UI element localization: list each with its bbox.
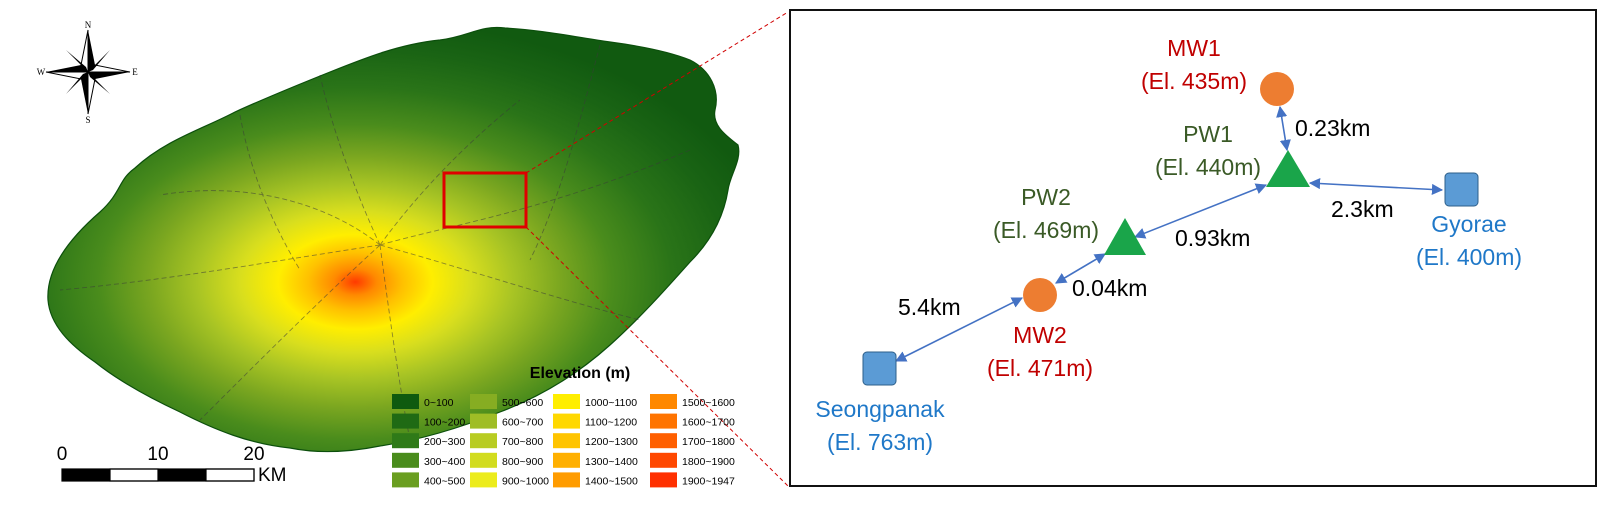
mw1-label: MW1 (El. 435m) [1141, 35, 1247, 94]
scale-tick-0: 0 [57, 444, 68, 465]
scale-tick-20: 20 [243, 444, 264, 465]
mw2-name: MW2 [1013, 322, 1067, 348]
gyorae-label: Gyorae (El. 400m) [1416, 211, 1522, 270]
link-mw2-pw2 [1055, 253, 1106, 284]
mw1-elevation: (El. 435m) [1141, 68, 1247, 94]
mw2-label: MW2 (El. 471m) [987, 322, 1093, 381]
north-arrow-compass: N S E W [37, 20, 139, 125]
distance-labels: 0.23km 2.3km 0.93km 0.04km 5.4km [898, 115, 1394, 320]
legend-swatch-600-700 [470, 413, 497, 429]
compass-n-label: N [85, 20, 92, 30]
seongpanak-marker [862, 351, 897, 386]
scale-tick-10: 10 [147, 444, 168, 465]
legend-swatch-700-800 [470, 433, 497, 449]
legend-label: 700~800 [502, 436, 543, 448]
mw2-marker [1023, 278, 1057, 312]
legend-swatch-1100-1200 [553, 413, 580, 429]
compass-s-label: S [85, 115, 90, 125]
seongpanak-elevation: (El. 763m) [827, 429, 933, 455]
pw2-label: PW2 (El. 469m) [993, 184, 1099, 243]
legend-swatch-1200-1300 [553, 433, 580, 449]
distance-pw1-gyorae: 2.3km [1331, 196, 1394, 222]
zoom-connector-bottom [525, 226, 789, 487]
legend-swatch-800-900 [470, 452, 497, 468]
link-pw1-gyorae [1308, 177, 1444, 196]
compass-rose-icon [45, 29, 131, 115]
link-pw2-pw1 [1133, 183, 1268, 239]
legend-label: 200~300 [424, 436, 465, 448]
distance-mw1-pw1: 0.23km [1295, 115, 1370, 141]
elevation-legend: Elevation (m) 0~100 100~200 200~300 300~400… [392, 365, 735, 488]
distance-seongpanak-mw2: 5.4km [898, 294, 961, 320]
seongpanak-label: Seongpanak (El. 763m) [815, 396, 945, 455]
legend-swatch-1900-1947 [650, 472, 677, 488]
gyorae-marker [1444, 172, 1479, 207]
well-connections [894, 105, 1444, 362]
inset-panel [789, 9, 1597, 487]
legend-label: 500~600 [502, 397, 543, 409]
legend-swatch-300-400 [392, 452, 419, 468]
legend-swatch-1300-1400 [553, 452, 580, 468]
island-map [47, 26, 740, 453]
legend-label: 1800~1900 [682, 456, 735, 468]
distance-pw2-pw1: 0.93km [1175, 225, 1250, 251]
legend-swatch-1800-1900 [650, 452, 677, 468]
legend-swatch-500-600 [470, 394, 497, 409]
legend-label: 100~200 [424, 417, 465, 429]
pw2-name: PW2 [1021, 184, 1071, 210]
legend-swatch-400-500 [392, 472, 419, 488]
legend-swatch-1000-1100 [553, 394, 580, 409]
mw1-marker [1260, 72, 1294, 106]
compass-e-label: E [132, 67, 138, 77]
legend-label: 1200~1300 [585, 436, 638, 448]
mw2-elevation: (El. 471m) [987, 355, 1093, 381]
gyorae-name: Gyorae [1431, 211, 1506, 237]
legend-swatch-1400-1500 [553, 472, 580, 488]
link-seongpanak-mw2 [894, 297, 1024, 362]
seongpanak-name: Seongpanak [815, 396, 945, 422]
compass-w-label: W [37, 67, 46, 77]
legend-label: 400~500 [424, 475, 465, 487]
legend-label: 1300~1400 [585, 456, 638, 468]
pw2-elevation: (El. 469m) [993, 217, 1099, 243]
legend-swatch-900-1000 [470, 472, 497, 488]
legend-label: 300~400 [424, 456, 465, 468]
legend-label: 1900~1947 [682, 475, 735, 487]
legend-label: 800~900 [502, 456, 543, 468]
pw1-label: PW1 (El. 440m) [1155, 121, 1261, 180]
distance-mw2-pw2: 0.04km [1072, 275, 1147, 301]
gyorae-elevation: (El. 400m) [1416, 244, 1522, 270]
legend-label: 1100~1200 [585, 417, 637, 429]
legend-label: 600~700 [502, 417, 543, 429]
legend-label: 900~1000 [502, 475, 549, 487]
legend-swatch-1500-1600 [650, 394, 677, 409]
pw1-marker [1266, 150, 1310, 187]
legend-label: 1600~1700 [682, 417, 735, 429]
pw2-marker [1104, 218, 1146, 255]
legend-label: 1500~1600 [682, 397, 735, 409]
link-mw1-pw1 [1276, 105, 1291, 152]
pw1-name: PW1 [1183, 121, 1233, 147]
legend-swatch-100-200 [392, 413, 419, 429]
legend-label: 0~100 [424, 397, 454, 409]
legend-swatch-0-100 [392, 394, 419, 409]
study-area-box [442, 171, 528, 229]
legend-label: 1000~1100 [585, 397, 637, 409]
scale-bar: 0 10 20 KM [57, 444, 287, 486]
pw1-elevation: (El. 440m) [1155, 154, 1261, 180]
legend-swatch-200-300 [392, 433, 419, 449]
legend-label: 1700~1800 [682, 436, 735, 448]
zoom-connector-top [525, 11, 789, 174]
legend-swatch-1600-1700 [650, 413, 677, 429]
legend-label: 1400~1500 [585, 475, 638, 487]
legend-title: Elevation (m) [530, 365, 630, 382]
jeju-island-shape [47, 26, 740, 453]
scale-unit: KM [258, 465, 287, 486]
mw1-name: MW1 [1167, 35, 1221, 61]
legend-swatch-1700-1800 [650, 433, 677, 449]
